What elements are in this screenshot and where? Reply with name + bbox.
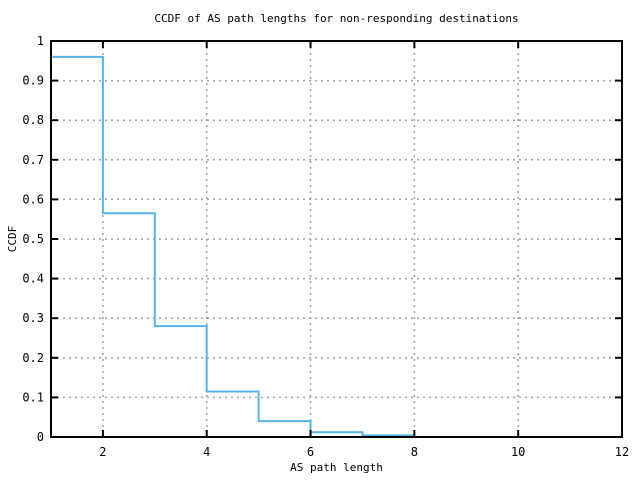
chart-title: CCDF of AS path lengths for non-respondi… [154,12,518,25]
x-tick-label: 4 [203,445,210,459]
y-tick-label: 0.3 [22,311,44,325]
y-tick-label: 0.2 [22,351,44,365]
y-tick-label: 0.6 [22,192,44,206]
y-axis-label: CCDF [6,226,19,253]
ccdf-step-line [51,55,416,437]
tick-layer: 2 4 6 8 10 12 0 0.1 0.2 0.3 0.4 0.5 0.6 0.7 0.8 0.9 1 [22,34,629,459]
y-tick-label: 0.1 [22,390,44,404]
y-tick-label: 0 [37,430,44,444]
plot-border [50,40,623,438]
grid-layer [51,41,622,437]
x-tick-label: 8 [411,445,418,459]
series-layer [51,55,416,437]
x-tick-label: 10 [511,445,525,459]
x-axis-label: AS path length [290,461,383,474]
y-tick-label: 0.7 [22,153,44,167]
y-tick-label: 1 [37,34,44,48]
x-tick-label: 12 [615,445,629,459]
y-tick-label: 0.5 [22,232,44,246]
x-tick-label: 2 [99,445,106,459]
y-tick-label: 0.8 [22,113,44,127]
x-tick-label: 6 [307,445,314,459]
y-tick-label: 0.9 [22,74,44,88]
y-tick-label: 0.4 [22,272,44,286]
